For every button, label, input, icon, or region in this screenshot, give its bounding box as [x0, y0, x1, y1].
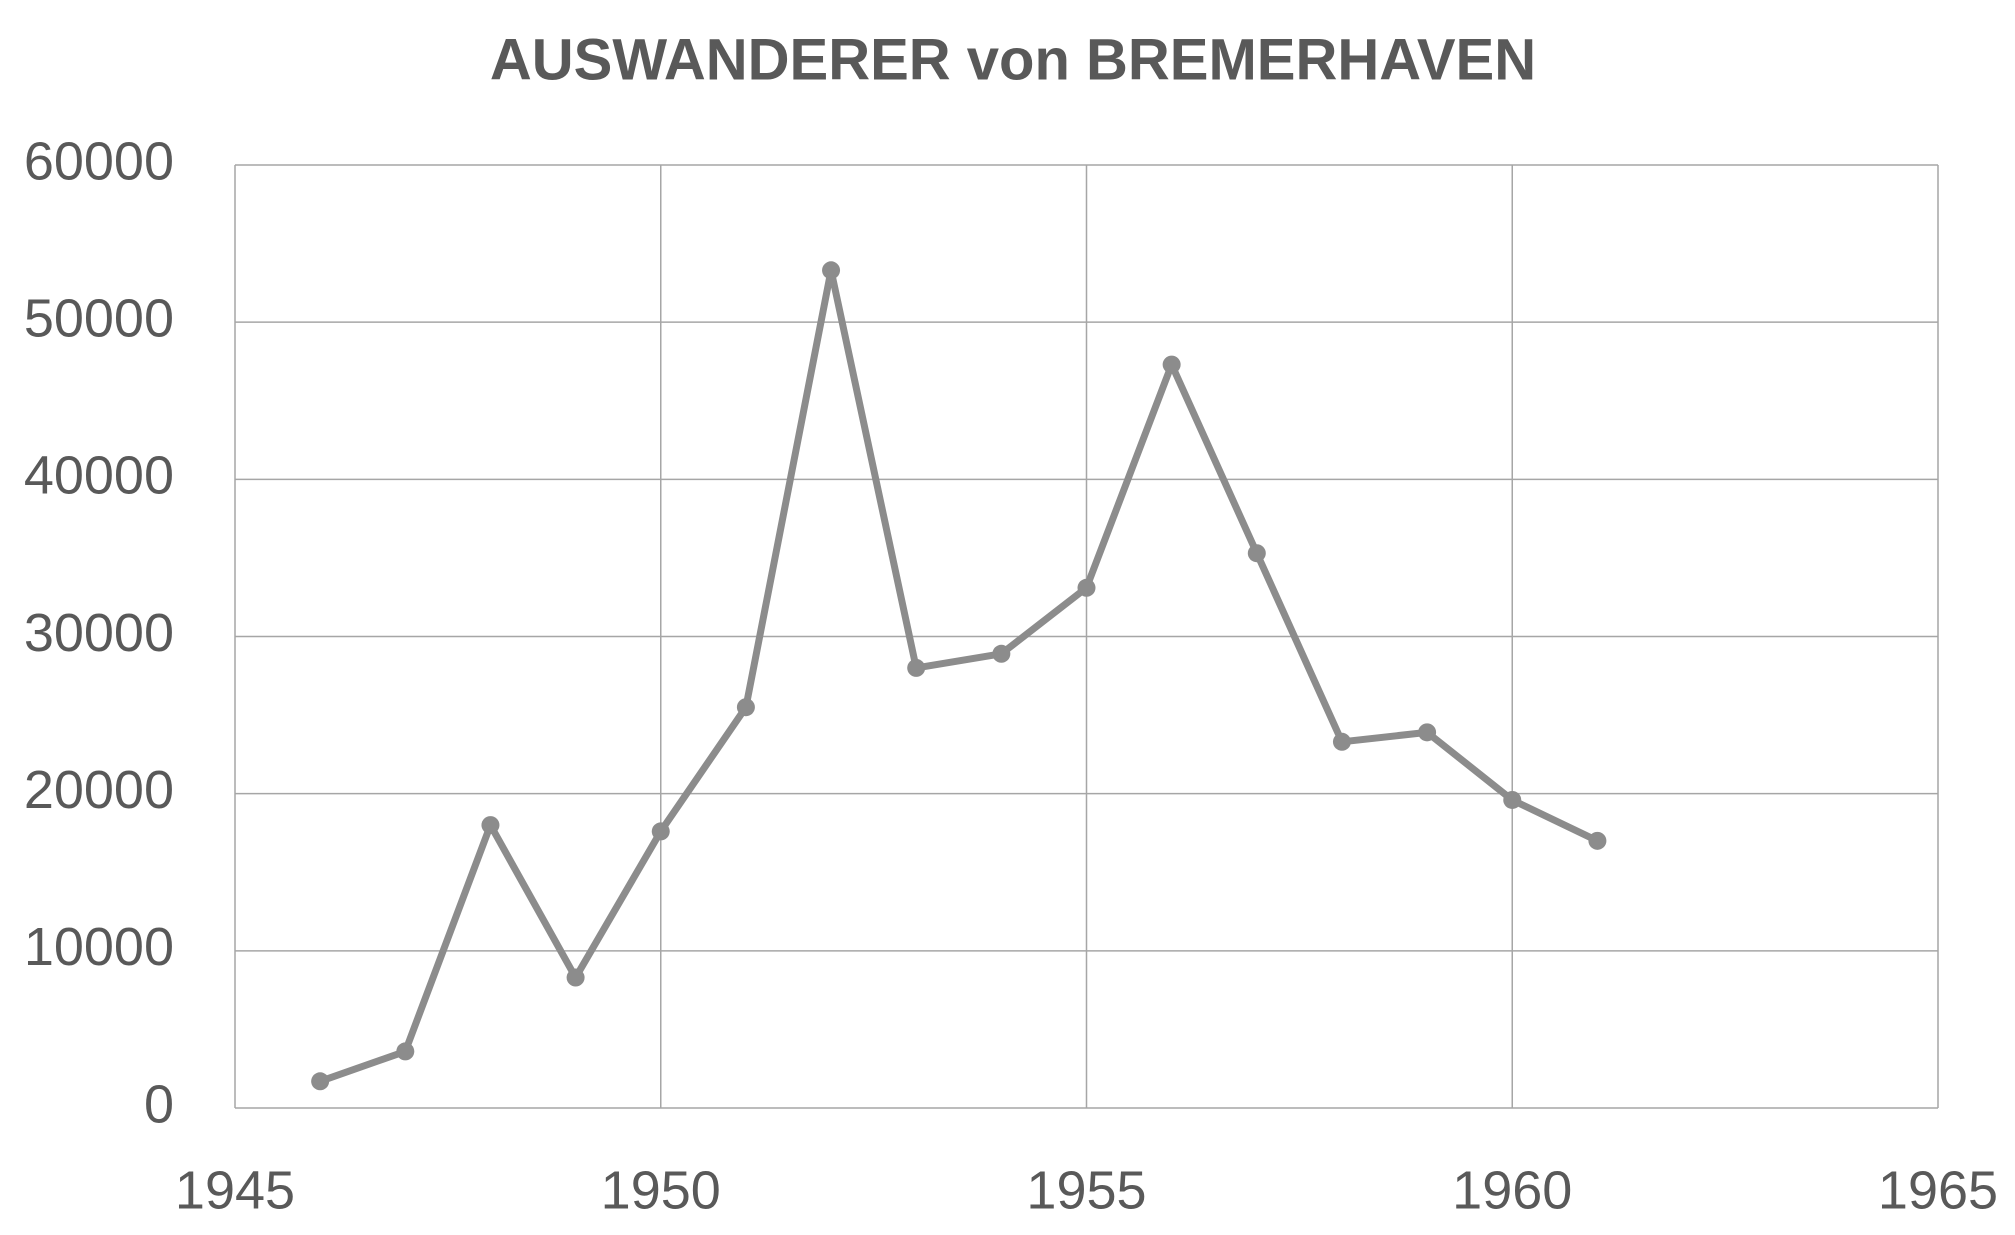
y-tick-label: 40000 [24, 446, 174, 506]
y-tick-label: 30000 [24, 603, 174, 663]
data-point [1588, 831, 1607, 850]
y-tick-label: 10000 [24, 917, 174, 977]
x-tick-label: 1955 [1026, 1160, 1146, 1220]
data-point [1332, 732, 1351, 751]
chart-title: AUSWANDERER von BREMERHAVEN [490, 27, 1536, 92]
data-point [1162, 355, 1181, 374]
data-point [1247, 544, 1266, 563]
data-point [651, 822, 670, 841]
y-tick-label: 20000 [24, 760, 174, 820]
x-tick-label: 1965 [1878, 1160, 1998, 1220]
x-tick-label: 1960 [1452, 1160, 1572, 1220]
data-point [907, 658, 926, 677]
y-tick-label: 60000 [24, 131, 174, 191]
data-point [1077, 578, 1096, 597]
data-point [566, 968, 585, 987]
x-tick-label: 1950 [601, 1160, 721, 1220]
data-point [481, 816, 500, 835]
data-point [992, 644, 1011, 663]
data-line [318, 266, 1599, 1085]
x-tick-label: 1945 [175, 1160, 295, 1220]
data-point [396, 1042, 415, 1061]
y-tick-label: 0 [144, 1074, 174, 1134]
data-point [311, 1072, 330, 1091]
data-point [736, 698, 755, 717]
data-point [822, 261, 841, 280]
data-point [1503, 790, 1522, 809]
data-point [1418, 723, 1437, 742]
y-tick-label: 50000 [24, 288, 174, 348]
